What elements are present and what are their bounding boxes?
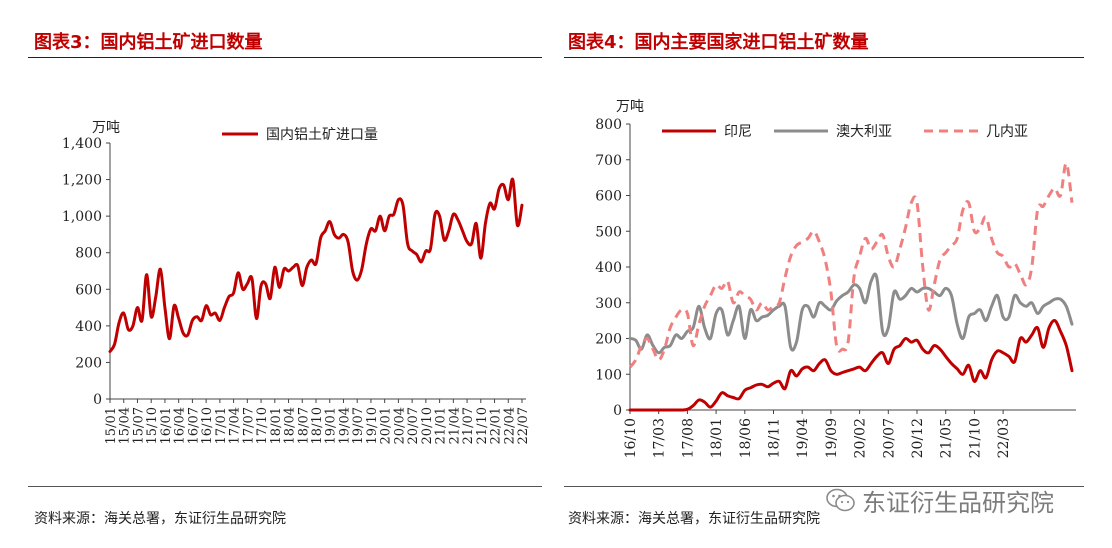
x-tick-label: 21/07 (461, 407, 476, 444)
x-tick-label: 22/07 (516, 407, 531, 444)
x-tick-label: 20/07 (881, 418, 897, 458)
watermark-text: 东证衍生品研究院 (862, 488, 1054, 517)
x-tick-label: 18/01 (269, 407, 284, 444)
x-tick-label: 16/01 (159, 407, 174, 444)
y-tick-label: 500 (595, 224, 622, 240)
left-chart-title: 图表3：国内铝土矿进口数量 (34, 32, 263, 53)
right-source-rule (564, 486, 1084, 487)
x-tick-label: 15/01 (104, 407, 119, 444)
series-line-1 (108, 177, 524, 353)
x-tick-label: 21/10 (475, 407, 490, 444)
x-tick-label: 18/06 (738, 418, 754, 458)
y-tick-label: 0 (93, 392, 102, 408)
x-tick-label: 19/10 (365, 407, 380, 444)
right-chart-title: 图表4：国内主要国家进口铝土矿数量 (568, 32, 869, 53)
x-tick-label: 15/04 (118, 407, 133, 444)
x-tick-label: 19/04 (337, 407, 352, 444)
x-tick-label: 15/07 (131, 407, 146, 444)
x-tick-label: 20/10 (420, 407, 435, 444)
series-line-1 (628, 319, 1074, 412)
y-tick-label: 0 (613, 403, 622, 419)
x-tick-label: 17/01 (214, 407, 229, 444)
x-tick-label: 20/01 (379, 407, 394, 444)
y-tick-label: 400 (75, 319, 102, 335)
y-tick-label: 100 (595, 367, 622, 383)
x-tick-label: 22/03 (996, 418, 1012, 458)
x-tick-label: 22/01 (489, 407, 504, 444)
x-tick-label: 16/04 (173, 407, 188, 444)
left-title-rule (28, 57, 542, 58)
x-tick-label: 22/04 (502, 407, 517, 444)
legend-label: 澳大利亚 (836, 124, 892, 140)
legend-label: 几内亚 (986, 124, 1028, 140)
series-line-2 (628, 272, 1074, 355)
y-tick-label: 1,200 (62, 173, 102, 189)
wechat-icon (826, 488, 855, 512)
x-tick-label: 21/04 (447, 407, 462, 444)
x-tick-label: 17/04 (228, 407, 243, 444)
y-unit-label: 万吨 (616, 99, 644, 115)
x-tick-label: 17/07 (241, 407, 256, 444)
x-tick-label: 17/03 (652, 418, 668, 458)
y-tick-label: 200 (75, 355, 102, 371)
x-tick-label: 21/01 (434, 407, 449, 444)
x-tick-label: 16/10 (200, 407, 215, 444)
y-tick-label: 1,400 (62, 136, 102, 152)
left-source-note: 资料来源：海关总署，东证衍生品研究院 (34, 511, 286, 527)
x-tick-label: 16/07 (186, 407, 201, 444)
y-tick-label: 700 (595, 153, 622, 169)
y-tick-label: 300 (595, 296, 622, 312)
x-tick-label: 17/10 (255, 407, 270, 444)
right-title-rule (564, 57, 1084, 58)
x-tick-label: 19/07 (351, 407, 366, 444)
series-line-3 (628, 161, 1074, 369)
y-tick-label: 200 (595, 332, 622, 348)
x-tick-label: 21/05 (939, 418, 955, 458)
y-tick-label: 1,000 (62, 209, 102, 225)
right-source-note: 资料来源：海关总署，东证衍生品研究院 (568, 511, 820, 527)
y-tick-label: 600 (75, 282, 102, 298)
x-tick-label: 19/04 (795, 418, 811, 458)
x-tick-label: 18/11 (767, 418, 783, 458)
x-tick-label: 20/02 (853, 418, 869, 458)
left-source-rule (28, 486, 542, 487)
right-panel: 图表4：国内主要国家进口铝土矿数量 0 100 200 300 400 500 600 700… (556, 0, 1112, 548)
legend-label: 印尼 (724, 124, 752, 140)
y-tick-label: 600 (595, 189, 622, 205)
x-tick-label: 20/07 (406, 407, 421, 444)
x-tick-label: 20/12 (910, 418, 926, 458)
x-tick-label: 15/10 (145, 407, 160, 444)
x-tick-label: 19/09 (824, 418, 840, 458)
y-tick-label: 800 (595, 117, 622, 133)
x-tick-label: 21/10 (967, 418, 983, 458)
x-tick-label: 20/04 (392, 407, 407, 444)
x-tick-label: 18/01 (709, 418, 725, 458)
y-unit-label: 万吨 (92, 120, 120, 136)
right-chart: 0 100 200 300 400 500 600 700 800 万吨 16/10 17/03 17/… (595, 99, 1076, 458)
left-panel: 图表3：国内铝土矿进口数量 0 200 400 600 800 1,000 1,200 1,4… (28, 32, 542, 527)
x-tick-label: 18/04 (283, 407, 298, 444)
x-tick-label: 16/10 (623, 418, 639, 458)
x-tick-label: 17/08 (680, 418, 696, 458)
x-tick-label: 19/01 (324, 407, 339, 444)
watermark: 东证衍生品研究院 (826, 482, 1054, 518)
x-tick-label: 18/10 (310, 407, 325, 444)
y-tick-label: 400 (595, 260, 622, 276)
x-tick-label: 18/07 (296, 407, 311, 444)
y-tick-label: 800 (75, 246, 102, 262)
legend-label: 国内铝土矿进口量 (266, 127, 378, 143)
